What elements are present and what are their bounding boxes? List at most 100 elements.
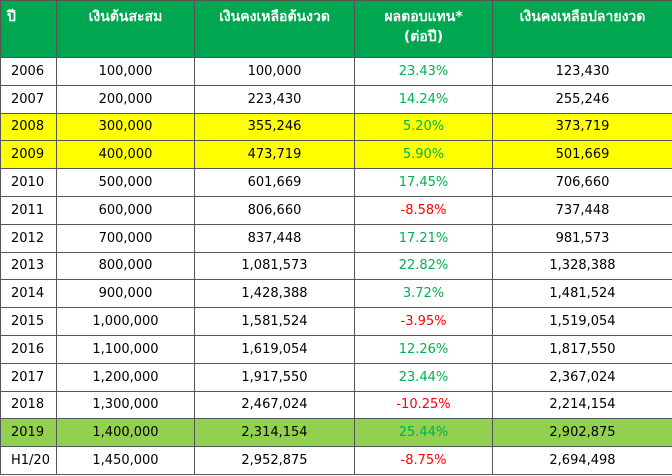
amount-cell: 200,000 xyxy=(56,84,195,114)
year-cell: 2009 xyxy=(0,140,57,170)
amount-cell: 737,448 xyxy=(492,195,672,225)
amount-cell: 1,428,388 xyxy=(194,279,355,309)
amount-cell: 1,200,000 xyxy=(56,362,195,392)
amount-cell: 100,000 xyxy=(194,57,355,86)
amount-cell: 1,619,054 xyxy=(194,334,355,364)
amount-cell: 1,000,000 xyxy=(56,307,195,336)
amount-cell: 800,000 xyxy=(56,251,195,281)
return-cell: -10.25% xyxy=(354,390,493,420)
table-row: 2017 1,200,000 1,917,550 23.44% 2,367,024 xyxy=(0,362,672,392)
header-text: เงินคงเหลือต้นงวด xyxy=(219,9,330,25)
year-cell: 2013 xyxy=(0,251,57,281)
table-row: 2008 300,000 355,246 5.20% 373,719 xyxy=(0,112,672,142)
return-cell: -8.75% xyxy=(354,446,493,475)
amount-cell: 2,214,154 xyxy=(492,390,672,420)
amount-cell: 1,450,000 xyxy=(56,446,195,475)
table-row: 2013 800,000 1,081,573 22.82% 1,328,388 xyxy=(0,251,672,281)
header-cell: ผลตอบแทน* (ต่อปี) xyxy=(354,0,493,58)
header-cell: ปี xyxy=(0,0,57,58)
amount-cell: 2,694,498 xyxy=(492,446,672,475)
amount-cell: 2,314,154 xyxy=(194,418,355,448)
table-row: 2016 1,100,000 1,619,054 12.26% 1,817,550 xyxy=(0,334,672,364)
header-text: (ต่อปี) xyxy=(403,29,444,45)
amount-cell: 500,000 xyxy=(56,168,195,197)
header-text: เงินคงเหลือปลายงวด xyxy=(519,9,646,25)
amount-cell: 355,246 xyxy=(194,112,355,142)
amount-cell: 600,000 xyxy=(56,195,195,225)
table-row: 2019 1,400,000 2,314,154 25.44% 2,902,875 xyxy=(0,418,672,448)
year-cell: 2010 xyxy=(0,168,57,197)
amount-cell: 1,081,573 xyxy=(194,251,355,281)
header-cell: เงินคงเหลือต้นงวด xyxy=(194,0,355,58)
amount-cell: 2,367,024 xyxy=(492,362,672,392)
amount-cell: 837,448 xyxy=(194,223,355,253)
table-row: 2009 400,000 473,719 5.90% 501,669 xyxy=(0,140,672,170)
amount-cell: 900,000 xyxy=(56,279,195,309)
return-cell: -3.95% xyxy=(354,307,493,336)
amount-cell: 700,000 xyxy=(56,223,195,253)
year-cell: 2016 xyxy=(0,334,57,364)
year-cell: 2014 xyxy=(0,279,57,309)
year-cell: 2017 xyxy=(0,362,57,392)
year-cell: 2012 xyxy=(0,223,57,253)
table-row: 2011 600,000 806,660 -8.58% 737,448 xyxy=(0,195,672,225)
amount-cell: 1,817,550 xyxy=(492,334,672,364)
header-row: ปี เงินต้นสะสม เงินคงเหลือต้นงวด ผลตอบแทน* (… xyxy=(0,0,672,58)
amount-cell: 1,300,000 xyxy=(56,390,195,420)
header-cell: เงินต้นสะสม xyxy=(56,0,195,58)
return-cell: 23.43% xyxy=(354,57,493,86)
amount-cell: 1,100,000 xyxy=(56,334,195,364)
amount-cell: 400,000 xyxy=(56,140,195,170)
amount-cell: 601,669 xyxy=(194,168,355,197)
return-cell: 3.72% xyxy=(354,279,493,309)
return-cell: 17.45% xyxy=(354,168,493,197)
return-cell: 22.82% xyxy=(354,251,493,281)
table-row: H1/20 1,450,000 2,952,875 -8.75% 2,694,498 xyxy=(0,446,672,475)
amount-cell: 2,467,024 xyxy=(194,390,355,420)
amount-cell: 2,952,875 xyxy=(194,446,355,475)
amount-cell: 2,902,875 xyxy=(492,418,672,448)
amount-cell: 223,430 xyxy=(194,84,355,114)
header-text: ปี xyxy=(7,9,16,25)
year-cell: 2006 xyxy=(0,57,57,86)
amount-cell: 706,660 xyxy=(492,168,672,197)
year-cell: H1/20 xyxy=(0,446,57,475)
amount-cell: 1,400,000 xyxy=(56,418,195,448)
year-cell: 2007 xyxy=(0,84,57,114)
return-cell: 23.44% xyxy=(354,362,493,392)
amount-cell: 1,481,524 xyxy=(492,279,672,309)
year-cell: 2015 xyxy=(0,307,57,336)
table-body: 2006 100,000 100,000 23.43% 123,430 2007 200,0… xyxy=(0,57,672,475)
table-row: 2012 700,000 837,448 17.21% 981,573 xyxy=(0,223,672,253)
table-row: 2010 500,000 601,669 17.45% 706,660 xyxy=(0,168,672,197)
return-cell: -8.58% xyxy=(354,195,493,225)
header-text: ผลตอบแทน* xyxy=(384,9,463,25)
amount-cell: 373,719 xyxy=(492,112,672,142)
amount-cell: 255,246 xyxy=(492,84,672,114)
year-cell: 2018 xyxy=(0,390,57,420)
amount-cell: 501,669 xyxy=(492,140,672,170)
amount-cell: 300,000 xyxy=(56,112,195,142)
table-row: 2018 1,300,000 2,467,024 -10.25% 2,214,154 xyxy=(0,390,672,420)
table-row: 2015 1,000,000 1,581,524 -3.95% 1,519,054 xyxy=(0,307,672,336)
return-cell: 17.21% xyxy=(354,223,493,253)
table-row: 2014 900,000 1,428,388 3.72% 1,481,524 xyxy=(0,279,672,309)
return-cell: 14.24% xyxy=(354,84,493,114)
year-cell: 2011 xyxy=(0,195,57,225)
amount-cell: 806,660 xyxy=(194,195,355,225)
header-cell: เงินคงเหลือปลายงวด xyxy=(492,0,672,58)
amount-cell: 123,430 xyxy=(492,57,672,86)
amount-cell: 981,573 xyxy=(492,223,672,253)
amount-cell: 1,581,524 xyxy=(194,307,355,336)
return-cell: 5.20% xyxy=(354,112,493,142)
amount-cell: 1,519,054 xyxy=(492,307,672,336)
year-cell: 2019 xyxy=(0,418,57,448)
amount-cell: 100,000 xyxy=(56,57,195,86)
table-row: 2006 100,000 100,000 23.43% 123,430 xyxy=(0,57,672,86)
return-cell: 12.26% xyxy=(354,334,493,364)
amount-cell: 1,328,388 xyxy=(492,251,672,281)
header-text: เงินต้นสะสม xyxy=(88,9,163,25)
amount-cell: 473,719 xyxy=(194,140,355,170)
